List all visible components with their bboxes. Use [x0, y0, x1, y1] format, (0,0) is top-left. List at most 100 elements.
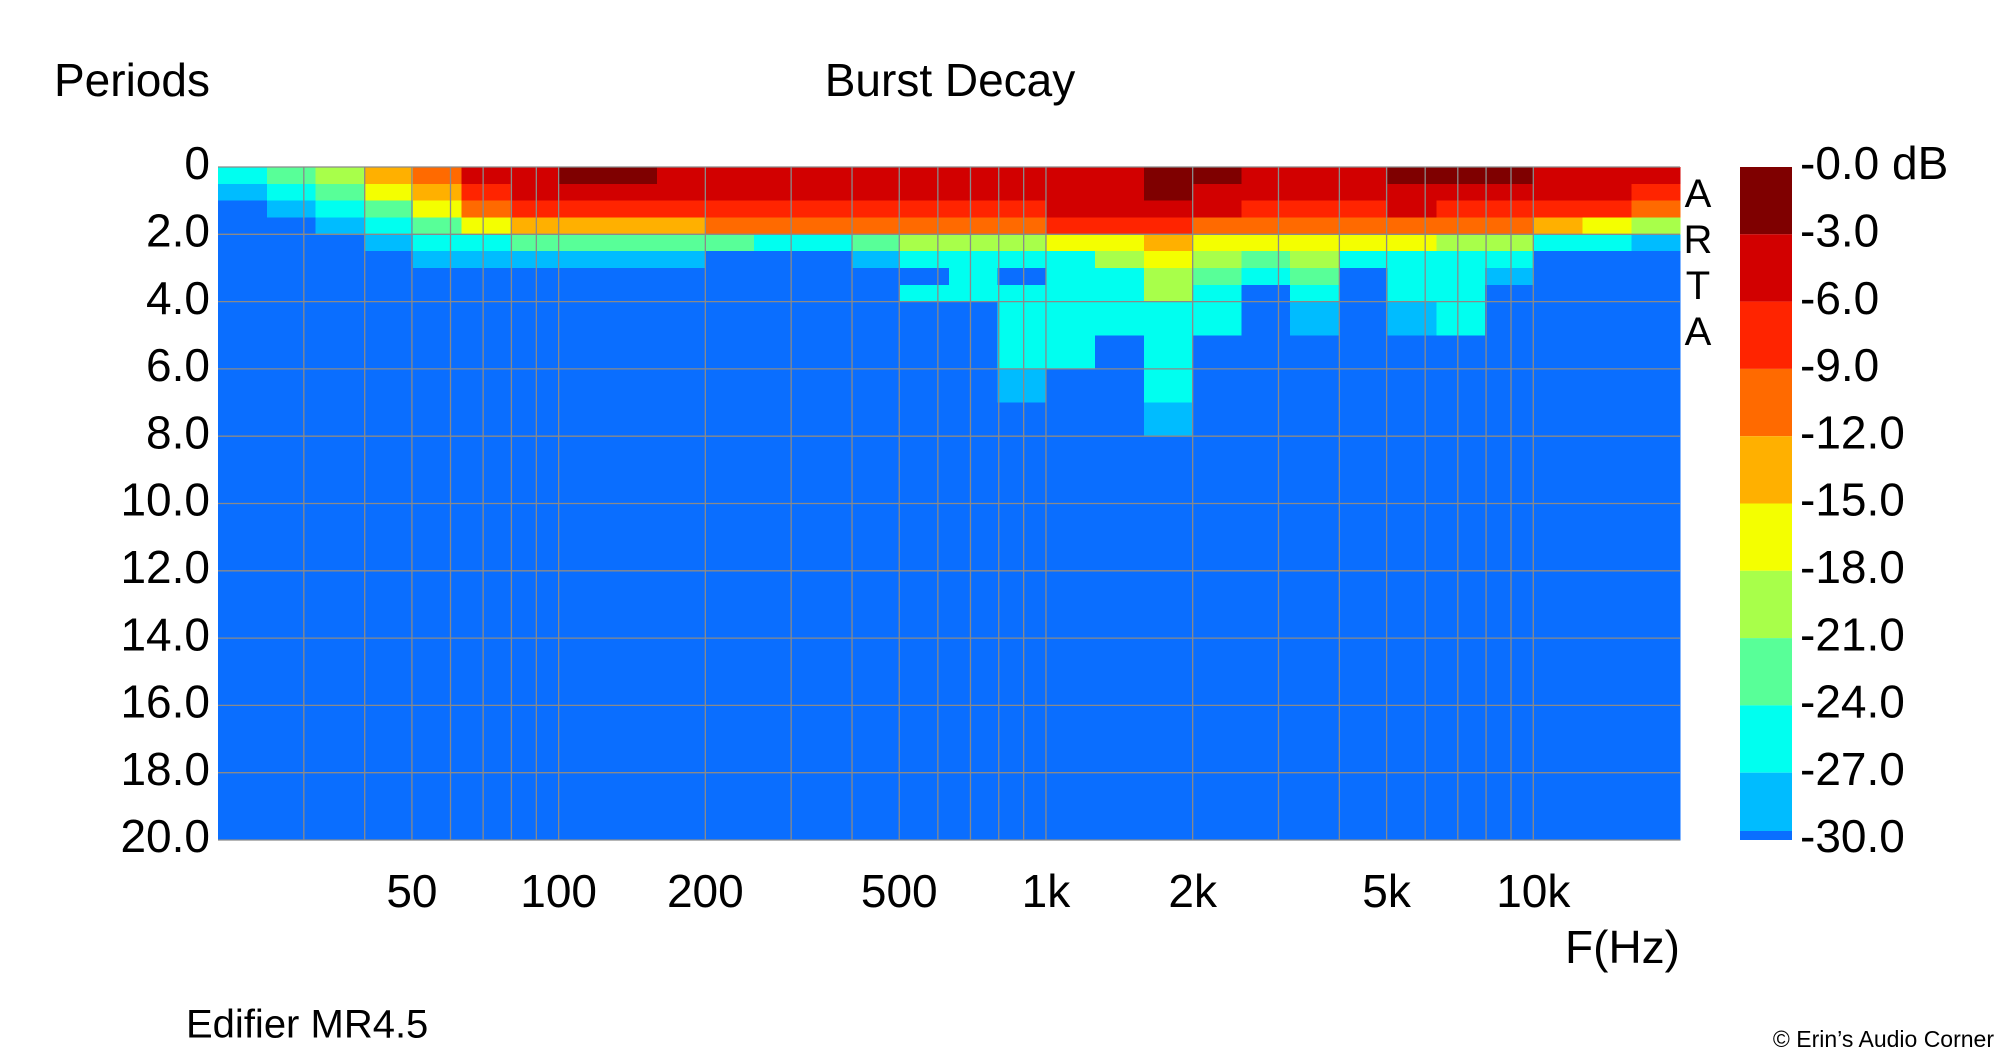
- heatmap-cell: [1338, 402, 1389, 437]
- heatmap-cell: [851, 301, 901, 336]
- heatmap-cell: [802, 234, 853, 252]
- heatmap-cell: [558, 217, 609, 235]
- heatmap-cell: [1290, 368, 1340, 404]
- heatmap-cell: [266, 234, 317, 252]
- heatmap-cell: [705, 335, 755, 370]
- colorbar-swatch: [1740, 301, 1792, 369]
- heatmap-cell: [607, 301, 658, 336]
- heatmap-cell: [607, 200, 658, 219]
- heatmap-cell: [266, 335, 317, 370]
- heatmap-cell: [218, 251, 268, 269]
- colorbar-label: -18.0: [1800, 541, 1905, 593]
- heatmap-cell: [364, 200, 414, 219]
- heatmap-cell: [1241, 368, 1291, 404]
- heatmap-cell: [315, 200, 365, 219]
- heatmap-cell: [802, 335, 853, 370]
- heatmap-cell: [1387, 301, 1437, 336]
- heatmap-cell: [607, 267, 658, 286]
- heatmap-cell: [1631, 402, 1681, 437]
- heatmap-cell: [1485, 234, 1535, 252]
- heatmap-cell: [802, 284, 853, 303]
- heatmap-cell: [1485, 167, 1535, 185]
- heatmap-cell: [1436, 301, 1486, 336]
- x-tick-label: 200: [667, 865, 744, 917]
- heatmap-cell: [900, 251, 950, 269]
- heatmap-cell: [851, 368, 901, 404]
- heatmap-cell: [1095, 335, 1145, 370]
- heatmap-cell: [997, 368, 1047, 404]
- heatmap-cell: [1095, 183, 1145, 202]
- heatmap-cell: [1436, 234, 1486, 252]
- credit: © Erin’s Audio Corner: [1773, 1026, 1994, 1051]
- colorbar-swatch: [1740, 705, 1792, 773]
- heatmap-cell: [1485, 284, 1535, 303]
- heatmap-cell: [1436, 284, 1486, 303]
- heatmap-cell: [1046, 217, 1096, 235]
- heatmap-cell: [364, 251, 414, 269]
- heatmap-cell: [1192, 200, 1243, 219]
- heatmap-cell: [510, 402, 560, 437]
- heatmap-cell: [705, 402, 755, 437]
- heatmap-cell: [510, 200, 560, 219]
- heatmap-cell: [315, 402, 365, 437]
- heatmap-cell: [218, 167, 268, 185]
- heatmap-cell: [1436, 251, 1486, 269]
- y-tick-label: 16.0: [120, 676, 210, 728]
- heatmap-cell: [656, 234, 706, 252]
- heatmap-cell: [997, 267, 1047, 286]
- heatmap-cell: [1485, 200, 1535, 219]
- heatmap-cell: [461, 335, 511, 370]
- heatmap-cell: [1387, 267, 1437, 286]
- heatmap-cell: [510, 335, 560, 370]
- heatmap-cell: [705, 267, 755, 286]
- heatmap-cell: [315, 251, 365, 269]
- heatmap-cell: [558, 267, 609, 286]
- heatmap-cell: [1095, 368, 1145, 404]
- watermark: ARTA: [1676, 172, 1720, 356]
- heatmap-cell: [1241, 267, 1291, 286]
- heatmap-cell: [218, 368, 268, 404]
- colorbar-label: -3.0: [1800, 204, 1879, 256]
- colorbar-label: -9.0: [1800, 339, 1879, 391]
- heatmap-cell: [802, 267, 853, 286]
- heatmap-cell: [364, 267, 414, 286]
- heatmap-cell: [656, 251, 706, 269]
- heatmap-cell: [802, 183, 853, 202]
- heatmap-cell: [1095, 200, 1145, 219]
- heatmap-cell: [997, 234, 1047, 252]
- heatmap-cell: [1582, 284, 1632, 303]
- heatmap-cell: [1533, 335, 1584, 370]
- heatmap-cell: [1241, 284, 1291, 303]
- heatmap-cell: [900, 200, 950, 219]
- y-axis-label: Periods: [54, 54, 210, 106]
- heatmap-cell: [1192, 284, 1243, 303]
- heatmap-cell: [461, 368, 511, 404]
- heatmap-cell: [1533, 217, 1584, 235]
- heatmap-cell: [1582, 200, 1632, 219]
- y-tick-label: 18.0: [120, 743, 210, 795]
- heatmap-cell: [218, 183, 268, 202]
- heatmap-cell: [1143, 301, 1194, 336]
- heatmap-cell: [656, 402, 706, 437]
- heatmap-cell: [1241, 251, 1291, 269]
- heatmap-cell: [1046, 284, 1096, 303]
- heatmap-cell: [315, 167, 365, 185]
- x-tick-label: 100: [520, 865, 597, 917]
- heatmap-cell: [1631, 167, 1681, 185]
- heatmap-cell: [900, 335, 950, 370]
- heatmap-cell: [1046, 251, 1096, 269]
- heatmap-cell: [1046, 368, 1096, 404]
- heatmap-cell: [1241, 167, 1291, 185]
- heatmap-cell: [461, 200, 511, 219]
- heatmap-cell: [900, 267, 950, 286]
- heatmap-cell: [1436, 217, 1486, 235]
- heatmap-cell: [364, 335, 414, 370]
- heatmap-cell: [315, 267, 365, 286]
- heatmap-cell: [1582, 167, 1632, 185]
- heatmap-cell: [851, 183, 901, 202]
- heatmap-cell: [218, 200, 268, 219]
- heatmap-cell: [412, 217, 463, 235]
- colorbar-label: -0.0 dB: [1800, 137, 1948, 189]
- heatmap-cell: [1485, 251, 1535, 269]
- heatmap-cell: [1290, 335, 1340, 370]
